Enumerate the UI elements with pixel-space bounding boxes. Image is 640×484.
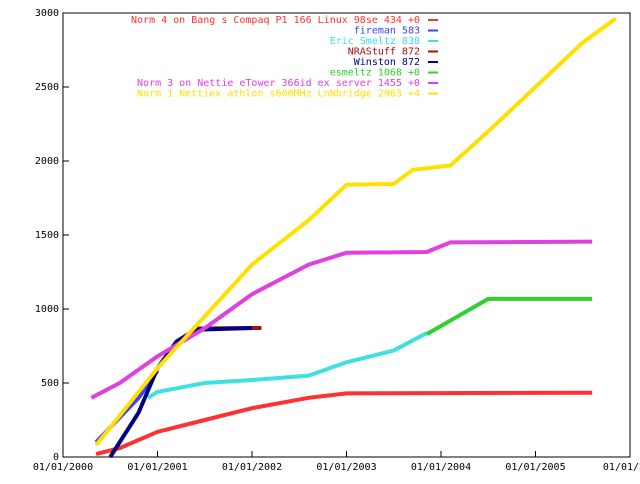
y-tick-label: 500 (41, 378, 59, 389)
legend-label: Norm 4 on Bang s Compaq P1 166 Linux 98s… (131, 15, 420, 26)
x-tick-label: 01/01/2001 (127, 462, 187, 473)
y-tick-label: 2000 (35, 156, 59, 167)
series-line (108, 325, 253, 459)
x-tick-label: 01/01/200 (603, 462, 640, 473)
y-tick-label: 1000 (35, 304, 59, 315)
legend-label: Eric Smeltz 838 (330, 36, 420, 47)
series-line (425, 296, 593, 336)
x-tick-label: 01/01/2003 (316, 462, 376, 473)
x-tick-label: 01/01/2005 (505, 462, 565, 473)
legend-label: Winston 872 (354, 57, 420, 68)
x-tick-label: 01/01/2002 (222, 462, 282, 473)
series-line (146, 331, 428, 400)
y-tick-label: 2500 (35, 82, 59, 93)
legend-label: esmeltz 1068 +0 (330, 68, 420, 79)
legend-label: Norm 3 on Nettie eTower 366id ex server … (137, 78, 420, 89)
x-tick-label: 01/01/2000 (33, 462, 93, 473)
series-line (94, 16, 618, 447)
x-tick-label: 01/01/2004 (411, 462, 471, 473)
y-tick-label: 1500 (35, 230, 59, 241)
series-line (90, 239, 593, 400)
legend-label: NRAStuff 872 (348, 47, 420, 58)
legend-label: fireman 583 (354, 26, 420, 37)
y-tick-label: 0 (53, 452, 59, 463)
legend-label: Norm 1 Nettiex athlon s600MHz LnNbridge … (137, 89, 420, 100)
series-line (95, 390, 593, 456)
y-tick-label: 3000 (35, 8, 59, 19)
